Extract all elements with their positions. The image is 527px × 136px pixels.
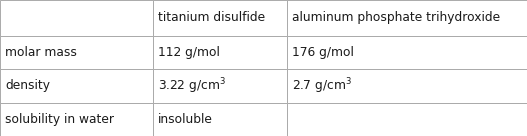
Bar (287, 35, 527, 69)
Bar (153, 103, 287, 136)
Text: insoluble: insoluble (158, 113, 213, 126)
Bar (287, 0, 527, 35)
Bar (153, 0, 287, 35)
Text: 3.22 g/cm$^{3}$: 3.22 g/cm$^{3}$ (158, 76, 226, 96)
Bar (0, 35, 153, 69)
Text: density: density (5, 79, 50, 92)
Text: 2.7 g/cm$^{3}$: 2.7 g/cm$^{3}$ (292, 76, 352, 96)
Bar (153, 35, 287, 69)
Bar (287, 69, 527, 103)
Bar (153, 69, 287, 103)
Text: 112 g/mol: 112 g/mol (158, 46, 220, 59)
Bar (287, 103, 527, 136)
Bar (0, 0, 153, 35)
Bar (0, 103, 153, 136)
Text: aluminum phosphate trihydroxide: aluminum phosphate trihydroxide (292, 11, 501, 24)
Text: titanium disulfide: titanium disulfide (158, 11, 265, 24)
Bar (0, 69, 153, 103)
Text: solubility in water: solubility in water (5, 113, 114, 126)
Text: 176 g/mol: 176 g/mol (292, 46, 354, 59)
Text: molar mass: molar mass (5, 46, 77, 59)
